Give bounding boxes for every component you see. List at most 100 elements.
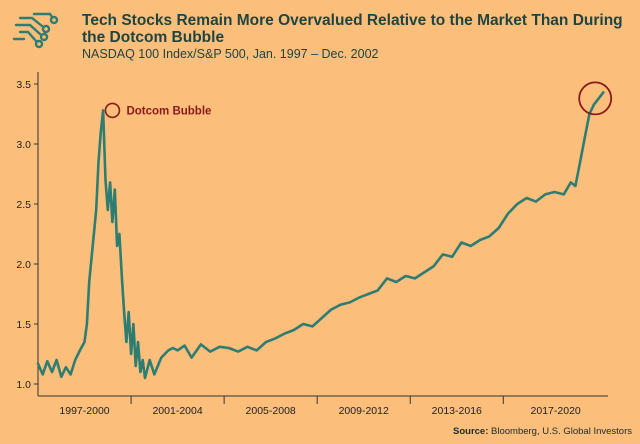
y-tick-label: 3.5: [16, 79, 31, 91]
data-point: [125, 341, 128, 343]
data-point: [358, 296, 360, 299]
data-point: [46, 360, 49, 363]
data-point: [237, 350, 239, 353]
chart-title: Tech Stocks Remain More Overvalued Relat…: [82, 12, 623, 46]
data-point: [516, 203, 519, 205]
data-point: [579, 161, 581, 163]
data-point: [41, 373, 44, 376]
data-point: [123, 311, 125, 313]
data-point: [339, 303, 342, 306]
data-point: [88, 281, 91, 283]
data-point: [69, 373, 72, 376]
data-point: [583, 137, 586, 139]
data-point: [65, 366, 67, 369]
data-point: [488, 235, 491, 238]
data-point: [167, 349, 170, 352]
data-point: [497, 227, 500, 229]
data-point: [139, 371, 142, 373]
data-point: [460, 241, 463, 244]
data-point: [153, 373, 156, 376]
y-tick-label: 1.0: [16, 379, 31, 391]
data-point: [209, 350, 212, 353]
data-point: [109, 181, 112, 184]
source-text: Bloomberg, U.S. Global Investors: [488, 426, 632, 437]
data-point: [441, 253, 444, 256]
data-point: [134, 365, 137, 367]
data-point: [395, 281, 398, 283]
data-point: [330, 308, 333, 311]
data-point: [95, 209, 98, 211]
data-point: [132, 323, 135, 325]
data-point: [74, 359, 77, 361]
data-point: [55, 359, 58, 361]
data-point: [367, 293, 370, 295]
x-band-label: 2009-2012: [339, 405, 389, 417]
y-tick-label: 2.5: [16, 199, 31, 211]
data-point: [451, 255, 454, 258]
data-point: [116, 245, 119, 247]
data-point: [246, 345, 249, 348]
data-point: [144, 377, 146, 379]
data-point: [255, 349, 258, 352]
data-point: [562, 193, 565, 196]
data-point: [469, 245, 472, 247]
data-point: [302, 323, 305, 325]
y-tick-label: 1.5: [16, 319, 31, 331]
data-point: [593, 103, 595, 106]
data-point: [160, 356, 163, 359]
data-point: [553, 191, 556, 193]
data-point: [227, 347, 230, 349]
data-point: [265, 341, 267, 343]
data-point: [37, 362, 39, 365]
data-point: [190, 356, 193, 359]
data-point: [218, 345, 221, 348]
data-point: [479, 239, 481, 241]
data-point: [274, 337, 277, 340]
source-note: Source: Bloomberg, U.S. Global Investors: [453, 426, 632, 437]
data-point: [376, 289, 379, 292]
data-point: [311, 325, 314, 328]
x-band-label: 2005-2008: [246, 405, 296, 417]
data-point: [120, 275, 123, 277]
data-point: [60, 375, 63, 378]
data-point: [127, 311, 130, 313]
data-point: [83, 341, 86, 343]
chart-subtitle: NASDAQ 100 Index/S&P 500, Jan. 1997 – De…: [82, 47, 379, 61]
dotcom-bubble-label: Dotcom Bubble: [126, 105, 211, 117]
dotcom-peak-circle: [104, 102, 121, 119]
series-line: [36, 91, 605, 380]
data-point: [99, 131, 102, 133]
data-point: [432, 265, 435, 268]
data-point: [293, 329, 295, 331]
data-point: [386, 277, 388, 280]
y-tick-label: 2.0: [16, 259, 31, 271]
data-point: [534, 200, 537, 203]
data-point: [104, 179, 107, 181]
data-point: [172, 347, 174, 349]
data-point: [199, 343, 202, 346]
data-point: [85, 323, 88, 325]
data-point: [507, 212, 509, 215]
data-point: [113, 188, 116, 191]
data-point: [413, 277, 416, 280]
data-point: [183, 344, 186, 347]
data-point: [569, 181, 572, 184]
data-point: [106, 209, 109, 211]
data-point: [130, 353, 132, 355]
logo-circuit-icon: [12, 12, 59, 49]
data-point: [78, 349, 81, 352]
data-point: [102, 109, 105, 112]
x-band-label: 2017-2020: [531, 405, 581, 417]
y-tick-label: 3.0: [16, 139, 31, 151]
x-band-label: 2013-2016: [432, 405, 482, 417]
current-peak-circle: [578, 81, 613, 116]
data-point: [404, 275, 407, 277]
data-point: [574, 185, 577, 187]
x-band-label: 1997-2000: [59, 405, 109, 417]
data-point: [91, 245, 94, 247]
data-point: [176, 349, 179, 352]
data-point: [423, 271, 426, 274]
data-point: [525, 197, 528, 199]
data-point: [348, 301, 351, 304]
